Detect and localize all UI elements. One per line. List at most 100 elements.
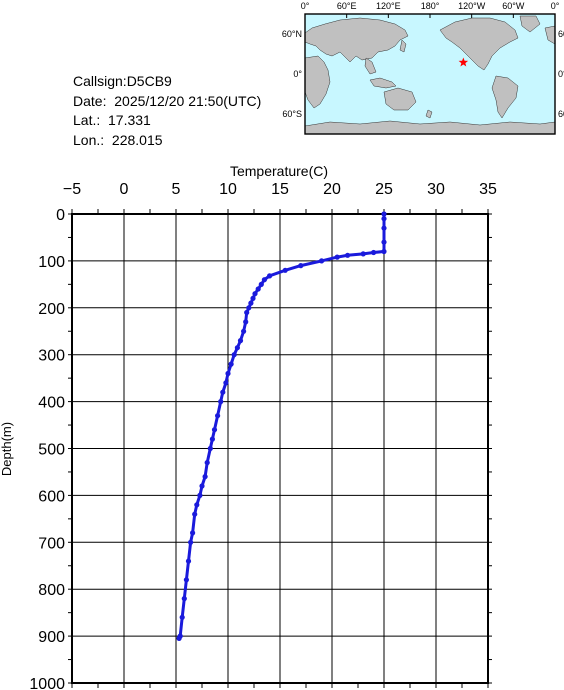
data-point <box>381 211 387 217</box>
map-lon-label: 60°W <box>502 1 525 11</box>
data-point <box>258 281 264 287</box>
land-indochina <box>364 57 377 75</box>
data-point <box>228 361 234 367</box>
data-point <box>252 291 258 297</box>
land-africa <box>304 55 331 109</box>
y-tick-label: 600 <box>38 488 65 505</box>
data-point <box>243 319 249 325</box>
data-point <box>381 248 387 255</box>
latitude-label: Lat.: 17.331 <box>73 112 151 129</box>
land-eurasia <box>304 17 409 63</box>
data-point <box>345 252 351 258</box>
chart-grid <box>68 209 492 688</box>
data-point <box>381 216 387 222</box>
data-point <box>194 502 200 508</box>
data-point <box>250 295 256 301</box>
data-point <box>234 345 240 351</box>
x-tick-label: 30 <box>427 181 445 198</box>
x-tick-label: 25 <box>375 181 393 198</box>
land-indonesia <box>369 77 397 89</box>
land-greenland <box>519 15 541 33</box>
data-point <box>220 389 226 395</box>
data-point <box>202 474 208 480</box>
map-lon-label: 120°E <box>376 1 401 11</box>
x-tick-label: 35 <box>479 181 497 198</box>
data-point <box>371 249 377 256</box>
y-tick-label: 1000 <box>29 676 65 690</box>
data-point <box>223 380 229 386</box>
data-point <box>199 483 205 489</box>
land-south-america <box>491 75 519 119</box>
y-tick-label: 400 <box>38 395 65 412</box>
data-point <box>188 539 194 545</box>
y-tick-label: 0 <box>56 207 65 224</box>
map-top-labels: 0° 60°E 120°E 180° 120°W 60°W 0° <box>301 1 560 18</box>
map-lat-label: 60°N <box>282 29 302 39</box>
map-lon-label: 0° <box>301 1 310 11</box>
data-point <box>204 460 210 466</box>
map-lat-label: 0° <box>558 69 564 79</box>
map-lon-label: 60°E <box>337 1 357 11</box>
data-point <box>185 558 192 564</box>
data-point <box>183 577 189 583</box>
temperature-profile-series <box>176 211 387 642</box>
plot-frame <box>71 213 489 684</box>
data-point <box>176 635 182 642</box>
land-australia <box>383 87 417 111</box>
data-point <box>360 251 366 257</box>
data-point <box>190 530 196 536</box>
map-lat-label: 60°S <box>558 109 564 119</box>
map-land <box>304 15 556 135</box>
data-point <box>181 596 187 602</box>
data-point <box>211 427 218 433</box>
data-point <box>282 267 288 273</box>
data-point <box>179 614 185 620</box>
data-point <box>255 286 261 292</box>
x-axis-title: Temperature(C) <box>230 163 328 179</box>
x-tick-label: 0 <box>120 181 129 198</box>
data-point <box>218 399 224 405</box>
data-point <box>319 258 325 264</box>
data-point <box>298 263 304 269</box>
map-lat-label: 0° <box>293 69 302 79</box>
land-north-america <box>439 17 519 71</box>
x-tick-label: 10 <box>219 181 237 198</box>
x-tick-label: 5 <box>172 181 181 198</box>
x-tick-labels: −5 0 5 10 15 20 25 30 35 <box>63 181 497 198</box>
data-point <box>197 492 203 498</box>
data-point <box>381 239 387 245</box>
x-tick-label: 20 <box>323 181 341 198</box>
map-lat-label: 60°S <box>282 109 302 119</box>
date-label: Date: 2025/12/20 21:50(UTC) <box>73 92 262 109</box>
data-point <box>244 309 250 316</box>
data-point <box>267 273 273 279</box>
y-tick-label: 200 <box>38 301 65 318</box>
map-right-labels: 60°N 0° 60°S <box>558 29 564 119</box>
y-tick-labels: 0 100 200 300 400 500 600 700 800 900 1000 <box>29 207 65 690</box>
y-tick-label: 500 <box>38 442 65 459</box>
map-lat-label: 60°N <box>558 29 564 39</box>
map-lon-label: 120°W <box>458 1 486 11</box>
y-axis-title: Depth(m) <box>0 422 14 476</box>
map-lon-label: 180° <box>421 1 440 11</box>
data-point <box>207 445 213 452</box>
data-point <box>381 225 387 231</box>
data-point <box>246 305 252 311</box>
map-left-labels: 60°N 0° 60°S <box>282 29 303 119</box>
data-point <box>225 370 231 377</box>
map-lon-label: 0° <box>551 1 560 11</box>
data-point <box>231 352 237 358</box>
data-point <box>241 328 247 334</box>
x-tick-label: −5 <box>63 181 81 198</box>
y-tick-label: 700 <box>38 535 65 552</box>
y-tick-label: 900 <box>38 629 65 646</box>
data-point <box>334 254 340 260</box>
station-marker-icon <box>458 57 469 67</box>
data-point <box>248 300 254 306</box>
longitude-label: Lon.: 228.015 <box>73 131 163 148</box>
station-info: Callsign:D5CB9 Date: 2025/12/20 21:50(UT… <box>73 72 261 150</box>
land-japan <box>399 39 407 53</box>
data-point <box>261 277 267 283</box>
